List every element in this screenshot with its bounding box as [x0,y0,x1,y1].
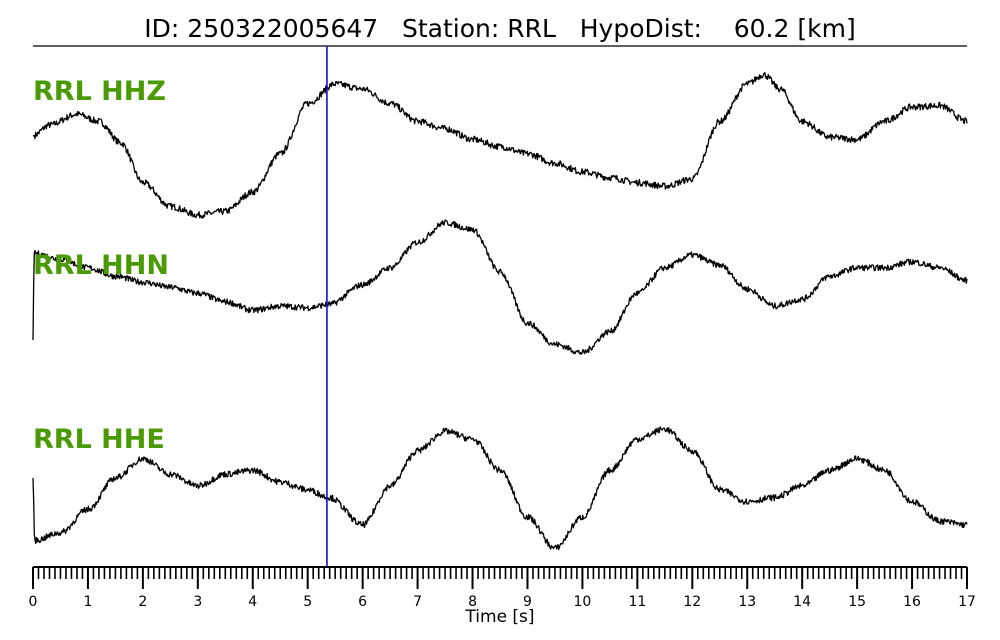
trace-rrl-hhe [32,426,968,551]
trace-label-rrl-hhn: RRL HHN [33,250,169,281]
x-tick-label: 0 [29,594,38,610]
x-tick-label: 9 [523,594,532,610]
x-tick-label: 12 [683,594,701,610]
x-axis-label: Time [s] [464,607,534,627]
x-tick-label: 3 [193,594,202,610]
x-tick-label: 7 [413,594,422,610]
x-tick-label: 13 [738,594,756,610]
trace-rrl-hhz [32,71,968,219]
x-tick-label: 11 [628,594,646,610]
x-tick-label: 8 [468,594,477,610]
traces-layer [32,71,968,551]
x-tick-label: 2 [138,594,147,610]
x-tick-label: 5 [303,594,312,610]
x-tick-label: 17 [958,594,976,610]
x-tick-label: 10 [573,594,591,610]
x-tick-label: 6 [358,594,367,610]
x-tick-label: 16 [903,594,921,610]
x-tick-label: 1 [83,594,92,610]
trace-labels: RRL HHZ RRL HHN RRL HHE [33,76,169,455]
x-tick-label: 14 [793,594,811,610]
trace-label-rrl-hhz: RRL HHZ [33,76,166,107]
trace-label-rrl-hhe: RRL HHE [33,424,165,455]
x-tick-label: 4 [248,594,257,610]
chart-title: ID: 250322005647 Station: RRL HypoDist: … [144,14,855,43]
trace-rrl-hhn [32,219,968,355]
x-tick-label: 15 [848,594,866,610]
time-axis: 0 1 2 3 4 5 6 7 8 9 10 11 12 13 14 15 16 17 [29,566,976,610]
